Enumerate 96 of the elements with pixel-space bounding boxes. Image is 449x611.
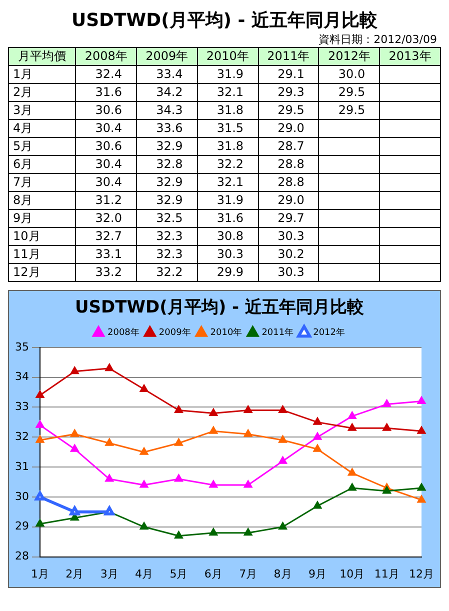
data-label: 31.6: [197, 210, 258, 228]
x-tick-label: 2009年: [136, 48, 198, 66]
data-label: 33.1: [76, 246, 136, 264]
data-label: 32.5: [136, 210, 198, 228]
data-label: 29.5: [318, 102, 380, 120]
data-label: 31.8: [197, 138, 258, 156]
legend-label: 2012年: [313, 327, 346, 338]
x-tick-label: 2012年: [318, 48, 380, 66]
data-label: 29.5: [318, 84, 380, 102]
data-label: 32.9: [136, 174, 198, 192]
data-label: 28.8: [258, 156, 319, 174]
y-tick-label: 12月: [8, 264, 76, 282]
data-label: 32.1: [197, 84, 258, 102]
data-label: 31.5: [197, 120, 258, 138]
data-label: 32.1: [197, 174, 258, 192]
data-label: 30.4: [76, 174, 136, 192]
y-tick-label: 35: [14, 340, 29, 354]
data-label: 31.6: [76, 84, 136, 102]
y-tick-label: 34: [14, 370, 29, 384]
legend-label: 2011年: [262, 327, 294, 338]
x-tick-label: 8月: [274, 567, 292, 580]
data-label: 33.2: [76, 264, 136, 282]
y-tick-label: 33: [14, 400, 29, 414]
data-label: 33.4: [136, 66, 198, 84]
y-axis-title: 月平均價: [8, 48, 76, 66]
x-tick-label: 2013年: [380, 48, 440, 66]
chart-title: USDTWD(月平均) - 近五年同月比較: [70, 9, 379, 32]
data-label: 30.3: [197, 246, 258, 264]
data-label: 31.9: [197, 192, 258, 210]
data-label: 28.8: [258, 174, 319, 192]
data-label: 30.8: [197, 228, 258, 246]
legend-label: 2010年: [210, 327, 242, 338]
x-tick-label: 5月: [170, 567, 188, 580]
y-tick-label: 2月: [8, 84, 76, 102]
y-tick-label: 6月: [8, 156, 76, 174]
data-label: 29.5: [258, 102, 319, 120]
data-label: 29.0: [258, 192, 319, 210]
data-label: 29.9: [197, 264, 258, 282]
data-label: 32.3: [136, 228, 198, 246]
data-label: 30.4: [76, 156, 136, 174]
data-label: 31.9: [197, 66, 258, 84]
data-label: 30.6: [76, 138, 136, 156]
chart-subtitle: 資料日期：2012/03/09: [318, 32, 438, 47]
data-label: 32.9: [136, 192, 198, 210]
y-tick-label: 31: [14, 460, 29, 473]
y-tick-label: 32: [14, 430, 29, 443]
y-tick-label: 29: [14, 520, 29, 533]
data-label: 29.0: [258, 120, 319, 138]
y-tick-label: 8月: [8, 192, 76, 210]
data-label: 30.0: [318, 66, 380, 84]
x-tick-label: 3月: [100, 567, 118, 580]
legend-label: 2008年: [107, 327, 140, 338]
y-tick-label: 28: [14, 550, 29, 563]
legend-label: 2009年: [158, 327, 191, 338]
x-tick-label: 2008年: [76, 48, 136, 66]
data-label: 32.8: [136, 156, 198, 174]
data-label: 29.1: [258, 66, 319, 84]
data-label: 32.2: [197, 156, 258, 174]
data-label: 32.7: [76, 228, 136, 246]
y-tick-label: 3月: [8, 102, 76, 120]
data-label: 30.3: [258, 264, 319, 282]
x-tick-label: 7月: [239, 567, 258, 580]
x-tick-label: 6月: [204, 567, 222, 580]
x-tick-label: 10月: [340, 567, 365, 580]
x-tick-label: 9月: [308, 567, 326, 580]
data-label: 32.4: [76, 66, 136, 84]
data-label: 31.2: [76, 192, 136, 210]
data-label: 32.2: [136, 264, 198, 282]
y-tick-label: 11月: [8, 246, 76, 264]
data-label: 32.9: [136, 138, 198, 156]
x-tick-label: 12月: [409, 567, 434, 580]
data-label: 32.3: [136, 246, 198, 264]
data-label: 34.3: [136, 102, 198, 120]
data-label: 31.8: [197, 102, 258, 120]
data-label: 34.2: [136, 84, 198, 102]
data-label: 30.4: [76, 120, 136, 138]
data-label: 29.7: [258, 210, 319, 228]
data-label: 32.0: [76, 210, 136, 228]
y-tick-label: 9月: [8, 210, 76, 228]
data-label: 30.2: [258, 246, 319, 264]
x-tick-label: 4月: [135, 567, 154, 580]
y-tick-label: 30: [14, 490, 29, 503]
x-tick-label: 2010年: [197, 48, 258, 66]
chart-title: USDTWD(月平均) - 近五年同月比較: [74, 298, 366, 318]
x-tick-label: 2011年: [258, 48, 319, 66]
data-label: 30.3: [258, 228, 319, 246]
data-label: 28.7: [258, 138, 319, 156]
y-tick-label: 4月: [8, 120, 76, 138]
data-label: 33.6: [136, 120, 198, 138]
data-label: 30.6: [76, 102, 136, 120]
x-tick-label: 11月: [374, 567, 400, 580]
y-tick-label: 1月: [8, 66, 76, 84]
y-tick-label: 7月: [8, 174, 76, 192]
y-tick-label: 5月: [8, 138, 76, 156]
data-label: 29.3: [258, 84, 319, 102]
y-tick-label: 10月: [8, 228, 76, 246]
